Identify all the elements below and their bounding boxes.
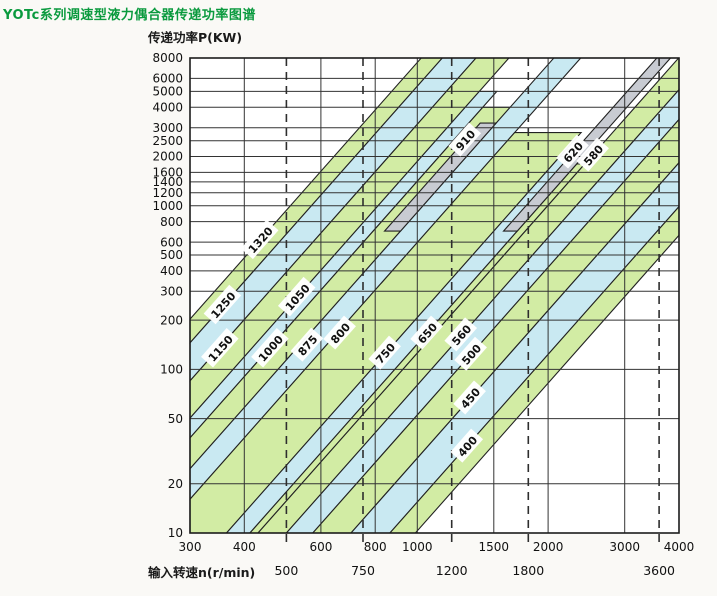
x-tick-label-secondary: 1200: [436, 563, 468, 578]
x-tick-label: 1500: [479, 540, 510, 554]
band-label-chip: [448, 122, 482, 157]
x-tick-label-secondary: 750: [351, 563, 375, 578]
band-label-chip: [323, 315, 356, 350]
y-tick-label: 1600: [152, 166, 183, 180]
band-label-chip: [576, 137, 609, 172]
y-tick-label: 300: [160, 285, 183, 299]
y-tick-label: 200: [160, 313, 183, 327]
x-tick-label: 400: [233, 540, 256, 554]
y-axis-title: 传递功率P(KW): [147, 30, 242, 45]
grid-layer: [189, 57, 680, 547]
band-label-chip: [290, 327, 324, 362]
y-tick-label: 8000: [152, 51, 183, 65]
band-label-chip: [368, 335, 401, 370]
band-label-chip: [201, 328, 239, 368]
x-tick-label: 2000: [533, 540, 564, 554]
plot-border: [189, 57, 680, 534]
x-tick-label: 600: [309, 540, 332, 554]
x-tick-label-secondary: 1800: [512, 563, 544, 578]
y-tick-label: 3000: [152, 121, 183, 135]
x-axis-title: 输入转速n(r/min): [148, 565, 255, 580]
x-tick-label: 1000: [402, 540, 433, 554]
x-tick-label-secondary: 500: [274, 563, 298, 578]
y-tick-label: 2000: [152, 150, 183, 164]
y-tick-label: 1400: [152, 175, 183, 189]
band-label-chip: [454, 336, 487, 371]
x-tick-label-secondary: 3600: [643, 563, 675, 578]
x-tick-label: 800: [364, 540, 387, 554]
band-label-chip: [203, 284, 242, 325]
y-tick-label: 4000: [152, 101, 183, 115]
y-tick-label: 800: [160, 215, 183, 229]
y-tick-label: 500: [160, 248, 183, 262]
band-label-chip: [444, 317, 478, 352]
y-tick-label: 600: [160, 235, 183, 249]
band-label-chip: [453, 380, 486, 415]
band-label-chip: [277, 276, 316, 317]
y-tick-label: 50: [168, 412, 183, 426]
x-tick-label: 4000: [664, 540, 695, 554]
y-tick-label: 10: [168, 526, 183, 540]
band-label-chip: [556, 134, 589, 169]
y-tick-label: 6000: [152, 72, 183, 86]
y-tick-label: 100: [160, 363, 183, 377]
band-label-chip: [251, 328, 289, 368]
band-label-chip: [240, 219, 279, 260]
band-label-chip: [410, 315, 443, 350]
page-title: YOTc系列调速型液力偶合器传递功率图谱: [3, 8, 256, 23]
y-tick-label: 2500: [152, 134, 183, 148]
band-910: [383, 122, 498, 232]
y-tick-label: 20: [168, 477, 183, 491]
y-tick-label: 400: [160, 264, 183, 278]
ticks-layer: 8000600050004000300025002000160014001200…: [152, 51, 694, 578]
x-tick-label: 3000: [609, 540, 640, 554]
y-tick-label: 5000: [152, 85, 183, 99]
x-tick-label: 300: [179, 540, 202, 554]
y-tick-label: 1200: [152, 186, 183, 200]
y-tick-label: 1000: [152, 199, 183, 213]
band-label-chip: [450, 428, 484, 463]
